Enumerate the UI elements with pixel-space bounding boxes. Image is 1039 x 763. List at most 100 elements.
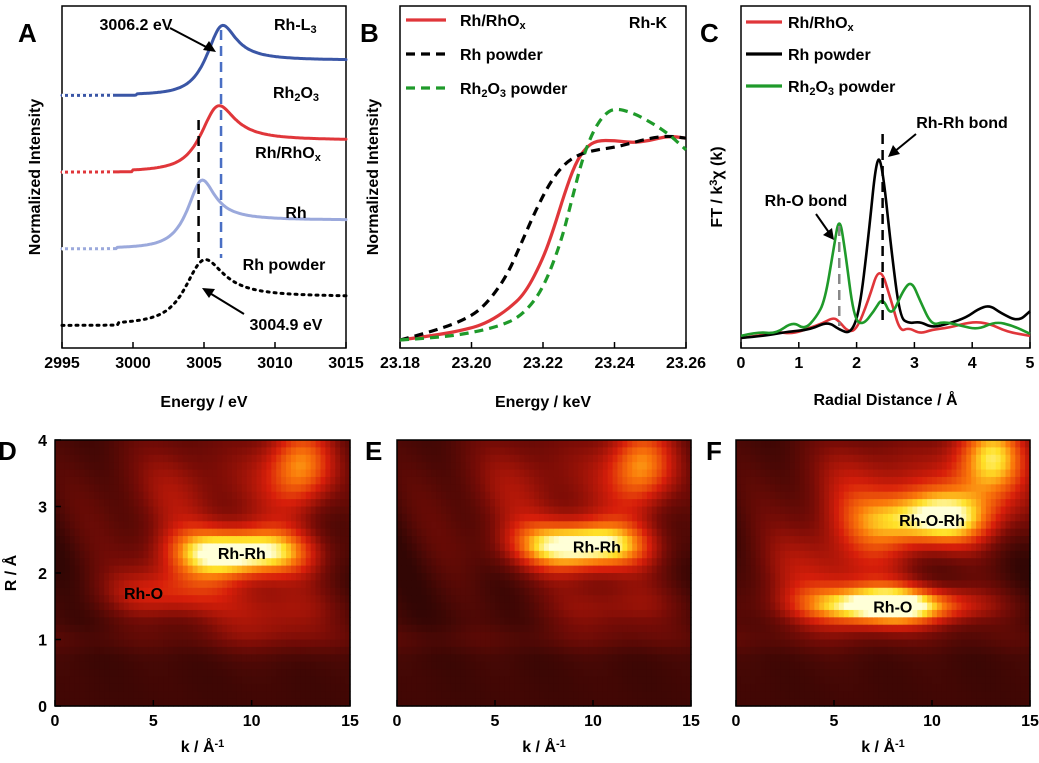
- heatmap-cell: [646, 573, 653, 581]
- heatmap-cell: [84, 676, 91, 685]
- heatmap-cell: [177, 499, 184, 508]
- heatmap-cell: [612, 609, 619, 618]
- heatmap-cell: [499, 521, 506, 530]
- heatmap-cell: [197, 521, 204, 530]
- heatmap-cell: [632, 462, 638, 471]
- heatmap-cell: [681, 632, 687, 641]
- heatmap-cell: [163, 617, 169, 626]
- heatmap-cell: [182, 469, 189, 478]
- heatmap-cell: [656, 683, 663, 692]
- heatmap-cell: [325, 528, 331, 537]
- heatmap-cell: [217, 646, 223, 655]
- heatmap-cell: [138, 454, 145, 463]
- heatmap-cell: [276, 440, 282, 448]
- heatmap-cell: [241, 499, 248, 508]
- heatmap-cell: [780, 469, 786, 478]
- heatmap-cell: [548, 513, 555, 522]
- heatmap-cell: [320, 462, 327, 471]
- heatmap-cell: [681, 595, 687, 604]
- heatmap-cell: [651, 587, 658, 596]
- heatmap-cell: [750, 661, 757, 670]
- heatmap-cell: [799, 676, 806, 685]
- heatmap-cell: [666, 536, 672, 545]
- heatmap-cell: [504, 550, 511, 559]
- heatmap-cell: [286, 521, 292, 530]
- heatmap-cell: [558, 454, 565, 463]
- heatmap-cell: [411, 676, 418, 685]
- heatmap-cell: [524, 661, 530, 670]
- heatmap-cell: [153, 661, 159, 670]
- heatmap-cell: [646, 543, 653, 552]
- heatmap-cell: [55, 484, 61, 493]
- heatmap-cell: [495, 565, 501, 574]
- heatmap-cell: [79, 491, 86, 500]
- heatmap-cell: [789, 462, 796, 471]
- heatmap-cell: [607, 624, 614, 633]
- panel-a-annotation-peak: 3006.2 eV: [100, 17, 173, 34]
- heatmap-cell: [340, 580, 346, 589]
- heatmap-cell: [291, 617, 297, 626]
- heatmap-cell: [602, 580, 609, 589]
- heatmap-cell: [563, 565, 570, 574]
- heatmap-cell: [271, 602, 277, 611]
- heatmap-cell: [548, 587, 555, 596]
- heatmap-cell: [330, 543, 336, 552]
- heatmap-cell: [401, 580, 408, 589]
- heatmap-cell: [799, 617, 806, 626]
- heatmap-cell: [305, 558, 312, 567]
- heatmap-cell: [480, 632, 486, 641]
- heatmap-cell: [431, 646, 437, 655]
- heatmap-cell: [593, 499, 599, 508]
- heatmap-cell: [236, 624, 243, 633]
- heatmap-cell: [765, 550, 771, 559]
- heatmap-cell: [632, 469, 638, 478]
- heatmap-cell: [310, 484, 317, 493]
- heatmap-cell: [246, 513, 253, 522]
- heatmap-cell: [251, 550, 258, 559]
- heatmap-cell: [642, 550, 648, 559]
- heatmap-cell: [192, 639, 199, 648]
- heatmap-cell: [55, 543, 61, 552]
- heatmap-cell: [330, 528, 336, 537]
- heatmap-cell: [192, 691, 199, 700]
- heatmap-cell: [212, 513, 218, 522]
- heatmap-cell: [583, 587, 589, 596]
- heatmap-cell: [755, 528, 762, 537]
- heatmap-cell: [770, 676, 776, 685]
- heatmap-cell: [794, 521, 801, 530]
- heatmap-cell: [465, 536, 472, 545]
- heatmap-cell: [736, 669, 742, 678]
- heatmap-cell: [578, 447, 584, 456]
- heatmap-cell: [455, 617, 462, 626]
- heatmap-x-tick-label: 15: [682, 713, 700, 730]
- heatmap-cell: [148, 617, 154, 626]
- heatmap-cell: [320, 565, 327, 574]
- heatmap-cell: [563, 580, 570, 589]
- heatmap-cell: [681, 521, 687, 530]
- heatmap-cell: [563, 587, 570, 596]
- heatmap-cell: [64, 632, 71, 641]
- heatmap-cell: [236, 639, 243, 648]
- heatmap-cell: [465, 580, 472, 589]
- heatmap-cell: [455, 476, 462, 485]
- panel-a-x-tick-label: 2995: [44, 355, 80, 372]
- heatmap-cell: [187, 506, 194, 515]
- heatmap-cell: [578, 587, 584, 596]
- heatmap-cell: [315, 654, 322, 663]
- heatmap-cell: [426, 469, 432, 478]
- heatmap-cell: [514, 654, 521, 663]
- heatmap-cell: [617, 698, 623, 707]
- heatmap-cell: [89, 646, 95, 655]
- heatmap-cell: [168, 565, 174, 574]
- heatmap-cell: [310, 476, 317, 485]
- heatmap-cell: [622, 528, 628, 537]
- heatmap-cell: [241, 469, 248, 478]
- heatmap-cell: [760, 698, 766, 707]
- heatmap-cell: [431, 550, 437, 559]
- heatmap-cell: [770, 462, 776, 471]
- heatmap-cell: [544, 609, 550, 618]
- heatmap-cell: [450, 669, 457, 678]
- heatmap-cell: [573, 484, 579, 493]
- heatmap-cell: [607, 506, 614, 515]
- heatmap-cell: [192, 528, 199, 537]
